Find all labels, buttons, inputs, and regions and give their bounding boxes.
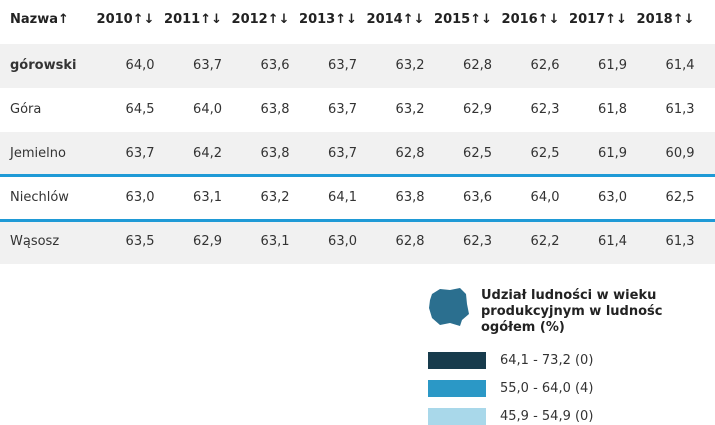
value-cell: 61,3 (665, 234, 695, 249)
table-row: Góra 64,5 64,0 63,8 63,7 63,2 62,9 62,3 61,8 61,3 (0, 88, 715, 132)
value-cell: 61,4 (598, 234, 627, 249)
legend-swatch (428, 352, 486, 369)
value-cell: 60,9 (665, 146, 695, 161)
value-cell[interactable]: 2010↑↓ (96, 12, 155, 27)
table-row: górowski 64,0 63,7 63,6 63,7 63,2 62,8 62,6 61,9… (0, 44, 715, 88)
value-cell: 64,5 (125, 102, 155, 117)
value-cell: 62,8 (395, 234, 425, 249)
value-cell: 63,7 (193, 58, 222, 73)
value-cell[interactable]: 2017↑↓ (569, 12, 627, 27)
row-highlight-border (0, 174, 715, 177)
value-cell: 63,7 (328, 102, 357, 117)
table-row: Jemielno 63,7 64,2 63,8 63,7 62,8 62,5 62,5 61,9… (0, 132, 715, 176)
value-cell: 64,0 (530, 190, 560, 205)
table-header: Nazwa↑ 2010↑↓ 2011↑↓ 2012↑↓ 2013↑↓ 2014↑↓ 2015… (0, 0, 715, 40)
value-cell: 62,5 (665, 190, 695, 205)
value-cell: 63,7 (328, 58, 357, 73)
value-cell: 61,9 (598, 58, 627, 73)
table-row: Wąsosz 63,5 62,9 63,1 63,0 62,8 62,3 62,2 61,4 61… (0, 220, 715, 264)
value-cell: 63,1 (260, 234, 290, 249)
name-cell[interactable]: Nazwa↑ (10, 12, 69, 27)
value-cell: 62,3 (463, 234, 492, 249)
value-cell: 63,0 (328, 234, 357, 249)
value-cell: 63,2 (395, 58, 425, 73)
value-cell[interactable]: 2018↑↓ (636, 12, 695, 27)
value-cell[interactable]: 2013↑↓ (299, 12, 357, 27)
value-cell: 61,3 (665, 102, 695, 117)
value-cell: 63,6 (463, 190, 492, 205)
value-cell: 61,4 (665, 58, 695, 73)
legend-title-line: produkcyjnym w ludnośc (481, 304, 663, 319)
value-cell: 63,6 (260, 58, 290, 73)
map-icon (429, 288, 469, 326)
value-cell: 62,2 (530, 234, 560, 249)
legend-title-line: ogółem (%) (481, 320, 565, 335)
table-row: Niechlów 63,0 63,1 63,2 64,1 63,8 63,6 64,0 63,0… (0, 176, 715, 220)
row-highlight-border (0, 219, 715, 222)
value-cell: 62,9 (463, 102, 492, 117)
value-cell: 62,6 (530, 58, 560, 73)
value-cell: 64,2 (193, 146, 222, 161)
value-cell: 62,9 (193, 234, 222, 249)
legend-swatch (428, 380, 486, 397)
value-cell: 64,0 (193, 102, 222, 117)
name-cell: Wąsosz (10, 234, 60, 249)
value-cell: 63,1 (193, 190, 222, 205)
value-cell: 63,0 (598, 190, 627, 205)
legend-label: 55,0 - 64,0 (4) (500, 381, 594, 396)
value-cell: 61,9 (598, 146, 627, 161)
value-cell[interactable]: 2011↑↓ (164, 12, 222, 27)
legend-label: 45,9 - 54,9 (0) (500, 409, 594, 424)
value-cell: 62,8 (395, 146, 425, 161)
value-cell: 62,3 (530, 102, 560, 117)
value-cell: 63,0 (125, 190, 155, 205)
value-cell[interactable]: 2014↑↓ (366, 12, 425, 27)
value-cell: 62,5 (463, 146, 492, 161)
value-cell: 64,1 (328, 190, 357, 205)
legend-swatch (428, 408, 486, 425)
value-cell: 63,2 (260, 190, 290, 205)
name-cell: Niechlów (10, 190, 69, 205)
value-cell[interactable]: 2012↑↓ (231, 12, 290, 27)
name-cell: Góra (10, 102, 42, 117)
value-cell: 63,7 (125, 146, 155, 161)
name-cell: górowski (10, 58, 77, 73)
legend-title-line: Udział ludności w wieku (481, 288, 657, 303)
value-cell: 63,2 (395, 102, 425, 117)
value-cell[interactable]: 2015↑↓ (434, 12, 492, 27)
value-cell: 61,8 (598, 102, 627, 117)
legend-label: 64,1 - 73,2 (0) (500, 353, 594, 368)
value-cell: 63,7 (328, 146, 357, 161)
value-cell: 63,8 (260, 102, 290, 117)
value-cell[interactable]: 2016↑↓ (501, 12, 560, 27)
value-cell: 63,8 (395, 190, 425, 205)
name-cell: Jemielno (10, 146, 66, 161)
value-cell: 63,5 (125, 234, 155, 249)
legend-title: Udział ludności w wieku produkcyjnym w lu… (481, 288, 662, 336)
value-cell: 64,0 (125, 58, 155, 73)
value-cell: 62,8 (463, 58, 492, 73)
value-cell: 63,8 (260, 146, 290, 161)
value-cell: 62,5 (530, 146, 560, 161)
